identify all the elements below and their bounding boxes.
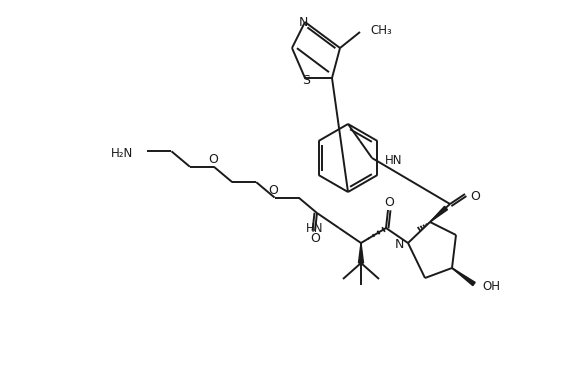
Polygon shape <box>430 206 447 222</box>
Text: HN: HN <box>306 222 323 235</box>
Text: O: O <box>384 195 394 208</box>
Text: OH: OH <box>482 279 500 293</box>
Text: N: N <box>394 239 404 252</box>
Text: HN: HN <box>385 154 403 168</box>
Text: N: N <box>298 17 308 29</box>
Text: O: O <box>208 153 218 166</box>
Text: H₂N: H₂N <box>111 147 134 160</box>
Text: O: O <box>310 232 320 245</box>
Text: O: O <box>470 190 480 203</box>
Text: S: S <box>302 73 310 86</box>
Polygon shape <box>359 243 364 263</box>
Text: O: O <box>268 184 279 197</box>
Text: CH₃: CH₃ <box>370 24 392 37</box>
Polygon shape <box>452 268 475 286</box>
